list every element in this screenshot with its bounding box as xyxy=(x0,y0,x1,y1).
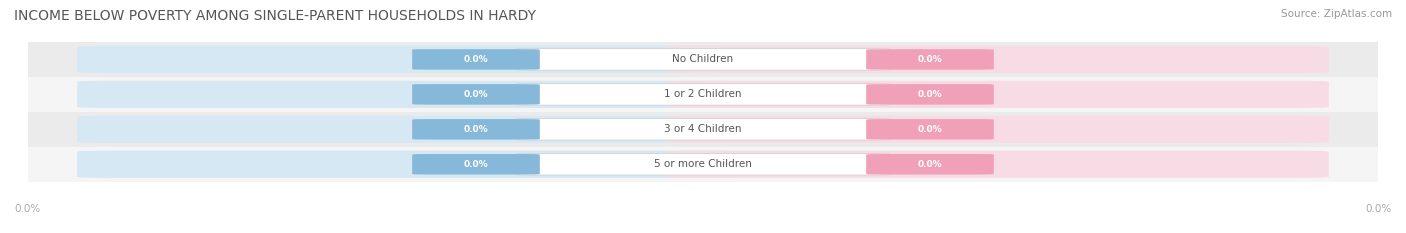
FancyBboxPatch shape xyxy=(77,116,740,143)
Text: 0.0%: 0.0% xyxy=(14,204,41,214)
FancyBboxPatch shape xyxy=(866,119,994,140)
Text: No Children: No Children xyxy=(672,55,734,64)
FancyBboxPatch shape xyxy=(412,49,540,70)
Text: INCOME BELOW POVERTY AMONG SINGLE-PARENT HOUSEHOLDS IN HARDY: INCOME BELOW POVERTY AMONG SINGLE-PARENT… xyxy=(14,9,536,23)
Text: 0.0%: 0.0% xyxy=(918,55,942,64)
Bar xyxy=(28,42,1378,77)
FancyBboxPatch shape xyxy=(516,119,890,140)
FancyBboxPatch shape xyxy=(516,49,890,70)
FancyBboxPatch shape xyxy=(77,46,740,73)
Text: 0.0%: 0.0% xyxy=(464,90,488,99)
FancyBboxPatch shape xyxy=(666,116,1329,143)
FancyBboxPatch shape xyxy=(866,84,994,105)
Text: 5 or more Children: 5 or more Children xyxy=(654,159,752,169)
FancyBboxPatch shape xyxy=(866,154,994,175)
Text: 0.0%: 0.0% xyxy=(464,55,488,64)
FancyBboxPatch shape xyxy=(412,84,540,105)
FancyBboxPatch shape xyxy=(77,151,740,178)
Text: Source: ZipAtlas.com: Source: ZipAtlas.com xyxy=(1281,9,1392,19)
FancyBboxPatch shape xyxy=(666,46,1329,73)
FancyBboxPatch shape xyxy=(412,119,540,140)
FancyBboxPatch shape xyxy=(77,81,740,108)
Bar xyxy=(28,147,1378,182)
Text: 0.0%: 0.0% xyxy=(918,90,942,99)
Text: 0.0%: 0.0% xyxy=(464,160,488,169)
FancyBboxPatch shape xyxy=(666,151,1329,178)
FancyBboxPatch shape xyxy=(516,154,890,175)
Bar xyxy=(28,112,1378,147)
Text: 3 or 4 Children: 3 or 4 Children xyxy=(664,124,742,134)
Text: 0.0%: 0.0% xyxy=(1365,204,1392,214)
Text: 0.0%: 0.0% xyxy=(918,125,942,134)
FancyBboxPatch shape xyxy=(412,154,540,175)
FancyBboxPatch shape xyxy=(516,84,890,105)
FancyBboxPatch shape xyxy=(666,81,1329,108)
FancyBboxPatch shape xyxy=(866,49,994,70)
Bar xyxy=(28,77,1378,112)
Text: 0.0%: 0.0% xyxy=(464,125,488,134)
Text: 1 or 2 Children: 1 or 2 Children xyxy=(664,89,742,99)
Text: 0.0%: 0.0% xyxy=(918,160,942,169)
